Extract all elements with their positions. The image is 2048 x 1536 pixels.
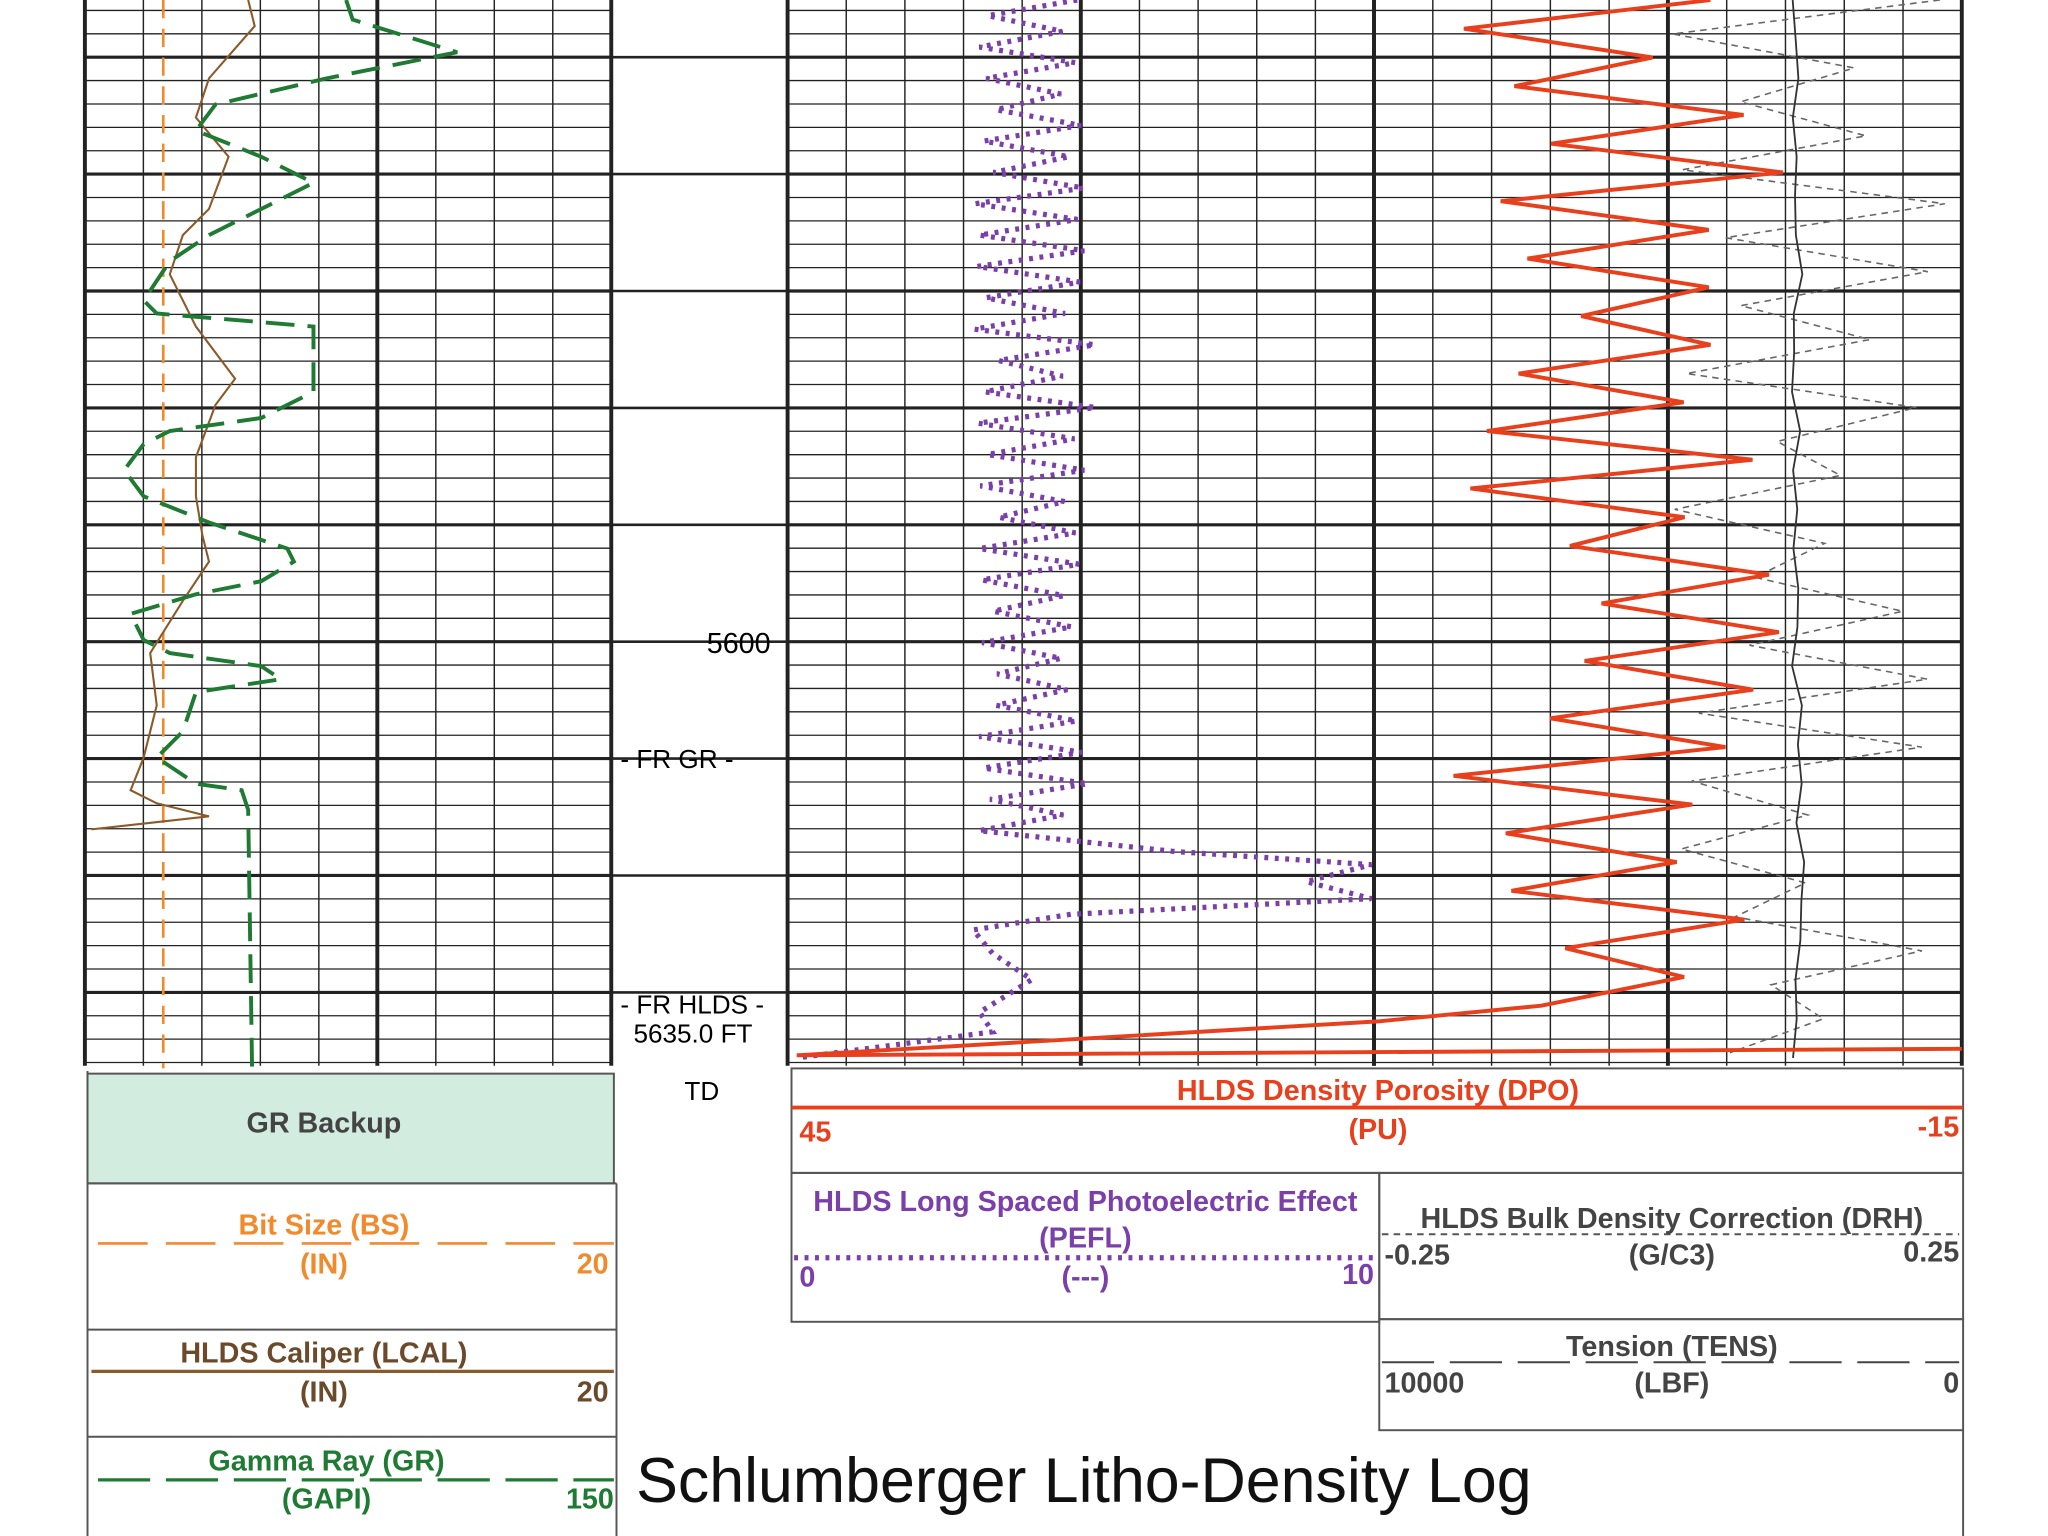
bit-size-unit: (IN) bbox=[300, 1248, 348, 1280]
fr-hlds-label: - FR HLDS - bbox=[620, 990, 764, 1020]
drho-curve bbox=[1672, 0, 1945, 1054]
drho-left: -0.25 bbox=[1384, 1239, 1449, 1271]
tension-name: Tension (TENS) bbox=[1566, 1331, 1778, 1363]
bit-size-name: Bit Size (BS) bbox=[239, 1209, 410, 1241]
fr-gr-label: - FR GR - bbox=[620, 744, 733, 774]
total-depth-label: 5635.0 FT bbox=[633, 1018, 752, 1048]
dpo-left: 45 bbox=[799, 1117, 831, 1149]
depth-label: 5600 bbox=[707, 628, 771, 660]
tension-unit: (LBF) bbox=[1634, 1367, 1709, 1399]
title: Schlumberger Litho-Density Log bbox=[636, 1446, 1532, 1516]
pefl-curve bbox=[796, 0, 1373, 1061]
gr-backup: GR Backup bbox=[247, 1107, 402, 1139]
left-legend-frame bbox=[86, 1071, 618, 1536]
caliper-unit: (IN) bbox=[300, 1376, 348, 1408]
caliper-curve bbox=[91, 0, 256, 831]
caliper-name: HLDS Caliper (LCAL) bbox=[180, 1337, 467, 1369]
caliper-right: 20 bbox=[577, 1376, 609, 1408]
gamma-right: 150 bbox=[566, 1484, 614, 1516]
tension-curve bbox=[1791, 0, 1806, 1059]
drho-unit: (G/C3) bbox=[1629, 1239, 1715, 1271]
dpo-right: -15 bbox=[1918, 1111, 1960, 1143]
gamma-name: Gamma Ray (GR) bbox=[208, 1446, 444, 1478]
td-label: TD bbox=[684, 1076, 719, 1106]
pefl-name: HLDS Long Spaced Photoelectric Effect bbox=[813, 1186, 1358, 1218]
right-legend-frame bbox=[790, 1067, 1965, 1536]
gamma-unit: (GAPI) bbox=[282, 1484, 371, 1516]
pefl-unit: (---) bbox=[1061, 1262, 1109, 1294]
gamma-ray-curve bbox=[121, 0, 458, 1069]
pefl-short: (PEFL) bbox=[1039, 1222, 1132, 1254]
tension-right: 0 bbox=[1943, 1367, 1959, 1399]
dpo-name: HLDS Density Porosity (DPO) bbox=[1177, 1075, 1579, 1107]
density-porosity-curve bbox=[796, 0, 1962, 1058]
drho-name: HLDS Bulk Density Correction (DRH) bbox=[1421, 1203, 1924, 1235]
drho-right: 0.25 bbox=[1903, 1237, 1959, 1269]
pefl-left: 0 bbox=[799, 1262, 815, 1294]
tension-left: 10000 bbox=[1384, 1367, 1464, 1399]
dpo-unit: (PU) bbox=[1348, 1114, 1407, 1146]
bit-size-right: 20 bbox=[577, 1248, 609, 1280]
pefl-right: 10 bbox=[1342, 1259, 1374, 1291]
